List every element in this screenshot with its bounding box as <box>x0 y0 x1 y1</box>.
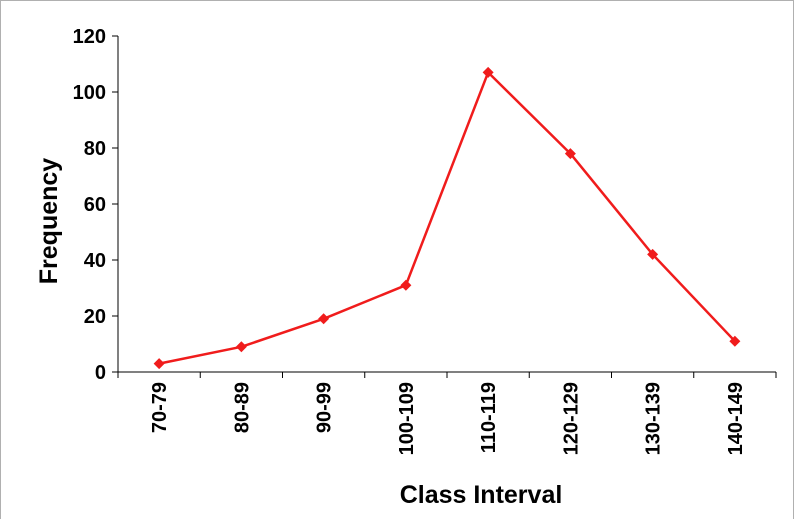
y-tick-label: 80 <box>84 138 106 160</box>
y-tick-labels: 0 20 40 60 80 100 120 <box>73 26 106 384</box>
y-tick-label: 60 <box>84 194 106 216</box>
y-tick-label: 40 <box>84 250 106 272</box>
x-axis-title: Class Interval <box>400 481 563 509</box>
x-tick-label: 130-139 <box>643 382 665 455</box>
data-point-marker <box>647 248 659 260</box>
y-tick-label: 0 <box>95 362 106 384</box>
data-point-marker <box>482 66 494 78</box>
x-tick-label: 90-99 <box>314 382 336 433</box>
data-point-marker <box>235 341 247 353</box>
axes <box>112 35 777 378</box>
x-tick-label: 110-119 <box>478 382 500 453</box>
data-point-marker <box>729 335 741 347</box>
x-tick-label: 100-109 <box>396 382 418 455</box>
y-axis-title: Frequency <box>35 158 63 285</box>
data-point-marker <box>318 313 330 325</box>
x-tick-label: 80-89 <box>231 382 253 433</box>
x-tick-label: 120-129 <box>560 382 582 455</box>
y-tick-label: 20 <box>84 306 106 328</box>
data-point-marker <box>564 148 576 160</box>
x-tick-label: 140-149 <box>725 382 747 455</box>
series-layer <box>153 66 741 370</box>
y-tick-label: 120 <box>73 26 106 48</box>
x-tick-label: 70-79 <box>149 382 171 433</box>
y-tick-label: 100 <box>73 82 106 104</box>
data-point-marker <box>400 279 412 291</box>
series-line <box>158 71 736 365</box>
x-tick-labels: 70-79 80-89 90-99 100-109 110-119 120-129 130-… <box>149 382 747 455</box>
data-point-marker <box>153 358 165 370</box>
